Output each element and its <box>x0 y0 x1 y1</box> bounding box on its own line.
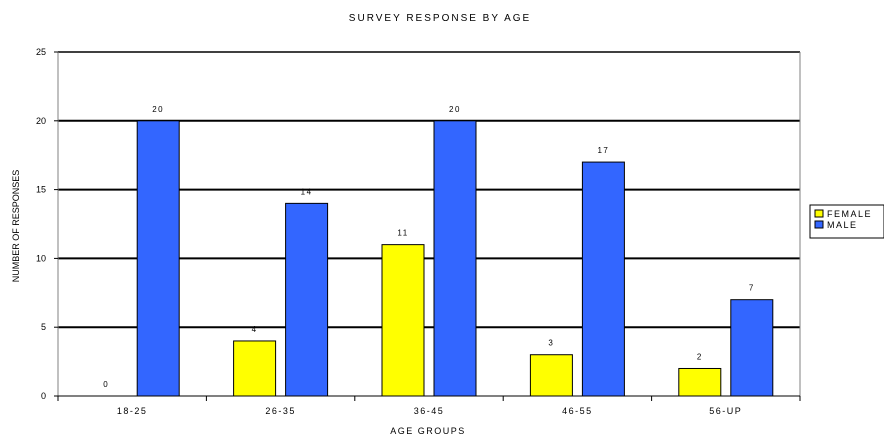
y-tick-label: 20 <box>36 116 46 126</box>
bar-female <box>529 354 573 397</box>
bar-male <box>730 299 774 397</box>
y-tick-label: 5 <box>41 322 46 332</box>
y-tick-label: 15 <box>36 185 46 195</box>
x-ticks: 18-25 26-35 36-45 46-55 56-UP <box>57 396 801 416</box>
data-label: 14 <box>301 187 313 196</box>
data-label: 2 <box>697 352 703 361</box>
bar-female <box>381 244 425 397</box>
data-label: 3 <box>548 339 554 348</box>
legend-swatch <box>814 220 824 229</box>
bar-male <box>433 120 477 397</box>
y-tick-label: 0 <box>41 391 46 401</box>
bar-female <box>678 367 722 397</box>
legend-label: FEMALE <box>827 209 872 219</box>
data-label: 7 <box>749 284 755 293</box>
legend-swatch <box>814 209 824 218</box>
bar-male <box>285 202 329 397</box>
bar-male <box>581 161 625 397</box>
legend-label: MALE <box>827 220 858 230</box>
bars: 0 20 4 14 11 20 3 17 2 7 <box>103 105 774 397</box>
x-tick-label: 18-25 <box>117 406 148 416</box>
y-axis-label: NUMBER OF RESPONSES <box>11 170 21 283</box>
bar-female <box>233 340 277 397</box>
y-ticks: 0 5 10 15 20 25 <box>36 47 58 401</box>
x-axis-label: AGE GROUPS <box>390 426 466 436</box>
x-tick-label: 26-35 <box>265 406 296 416</box>
y-tick-label: 25 <box>36 47 46 57</box>
x-tick-label: 56-UP <box>709 406 742 416</box>
chart-title: SURVEY RESPONSE BY AGE <box>349 13 531 24</box>
x-tick-label: 36-45 <box>414 406 445 416</box>
data-label: 20 <box>152 105 164 114</box>
x-tick-label: 46-55 <box>562 406 593 416</box>
data-label: 0 <box>103 380 109 389</box>
data-label: 17 <box>597 146 609 155</box>
data-label: 20 <box>449 105 461 114</box>
y-tick-label: 10 <box>36 253 46 263</box>
data-label: 11 <box>397 229 408 238</box>
data-label: 4 <box>252 325 258 334</box>
bar-male <box>136 120 180 397</box>
plot-frame <box>57 51 801 397</box>
